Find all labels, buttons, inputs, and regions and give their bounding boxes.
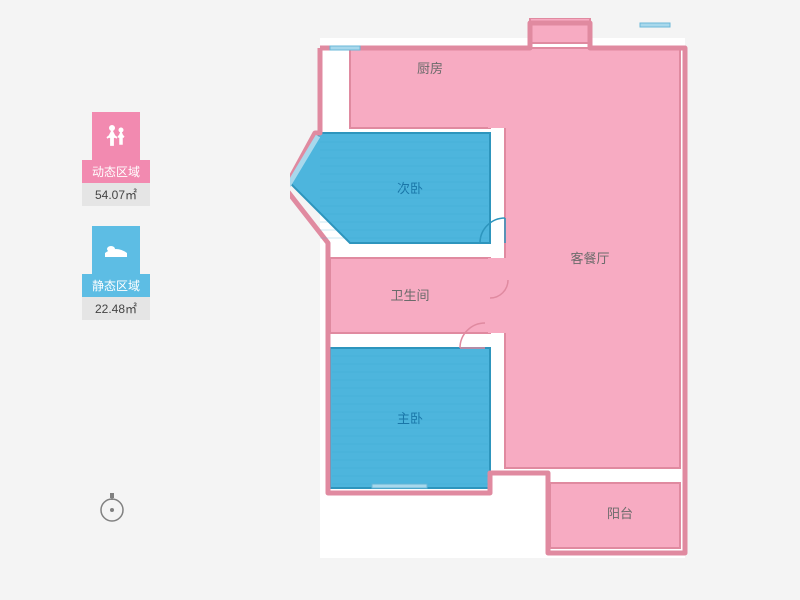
svg-text:卫生间: 卫生间 <box>390 288 429 303</box>
floorplan: 厨房次卧客餐厅卫生间主卧阳台 <box>290 18 700 573</box>
legend-static-label: 静态区域 <box>82 274 150 297</box>
people-icon <box>92 112 140 160</box>
legend: 动态区域 54.07㎡ 静态区域 22.48㎡ <box>82 112 150 340</box>
legend-static-value: 22.48㎡ <box>82 297 150 320</box>
legend-static: 静态区域 22.48㎡ <box>82 226 150 320</box>
legend-dynamic-value: 54.07㎡ <box>82 183 150 206</box>
legend-dynamic: 动态区域 54.07㎡ <box>82 112 150 206</box>
svg-text:次卧: 次卧 <box>397 181 423 196</box>
svg-text:客餐厅: 客餐厅 <box>570 251 609 266</box>
bed-icon <box>92 226 140 274</box>
svg-text:厨房: 厨房 <box>417 61 443 76</box>
svg-text:阳台: 阳台 <box>607 506 633 521</box>
svg-text:主卧: 主卧 <box>397 411 423 426</box>
compass-icon <box>95 490 129 524</box>
legend-dynamic-label: 动态区域 <box>82 160 150 183</box>
